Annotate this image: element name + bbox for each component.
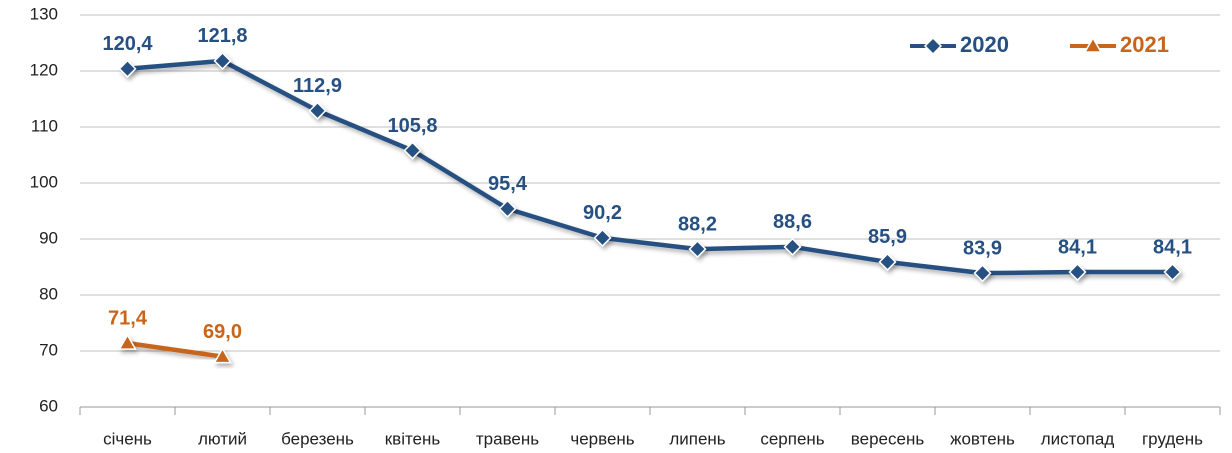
legend-marker xyxy=(1083,36,1103,53)
x-tick-label: лютий xyxy=(198,429,247,448)
data-label: 120,4 xyxy=(102,33,153,55)
y-tick-label: 70 xyxy=(39,340,58,359)
y-tick-label: 80 xyxy=(39,284,58,303)
x-tick-label: грудень xyxy=(1142,429,1203,448)
marker xyxy=(498,199,517,218)
x-tick-label: жовтень xyxy=(950,429,1015,448)
x-tick-label: травень xyxy=(476,429,539,448)
x-tick-label: липень xyxy=(669,429,725,448)
x-tick-label: вересень xyxy=(851,429,925,448)
x-tick-label: серпень xyxy=(760,429,824,448)
marker xyxy=(1163,262,1182,282)
legend-marker xyxy=(923,36,943,56)
y-tick-label: 90 xyxy=(39,228,58,247)
y-tick-label: 120 xyxy=(30,60,58,79)
marker xyxy=(923,36,943,56)
marker xyxy=(783,237,802,256)
marker xyxy=(403,141,422,160)
legend-label: 2020 xyxy=(960,32,1009,57)
data-label: 121,8 xyxy=(197,25,247,47)
data-label: 69,0 xyxy=(203,321,242,343)
markers xyxy=(118,333,232,364)
data-label: 90,2 xyxy=(583,202,622,224)
legend-label: 2021 xyxy=(1120,32,1169,57)
marker xyxy=(1083,36,1103,53)
series-line xyxy=(127,58,1173,276)
y-tick-label: 110 xyxy=(31,116,58,135)
marker xyxy=(878,252,897,272)
x-tick-label: квітень xyxy=(385,429,441,448)
marker xyxy=(213,347,232,364)
series-line xyxy=(127,340,223,359)
data-label: 83,9 xyxy=(963,237,1002,259)
marker xyxy=(1068,262,1087,282)
x-tick-label: червень xyxy=(570,429,634,448)
x-tick-label: березень xyxy=(281,429,354,448)
x-tick-label: листопад xyxy=(1041,429,1115,448)
data-label: 71,4 xyxy=(108,307,148,329)
marker xyxy=(118,59,137,78)
y-tick-label: 130 xyxy=(30,4,58,23)
y-tick-label: 60 xyxy=(39,396,58,415)
data-label: 85,9 xyxy=(868,226,907,248)
data-label: 95,4 xyxy=(488,173,528,195)
marker xyxy=(213,51,232,70)
marker xyxy=(593,228,612,247)
markers xyxy=(118,51,1182,283)
data-label: 112,9 xyxy=(293,75,342,97)
data-label: 88,6 xyxy=(773,211,812,233)
data-label: 84,1 xyxy=(1058,236,1097,258)
data-label: 84,1 xyxy=(1153,236,1192,258)
data-label: 105,8 xyxy=(387,115,437,137)
marker xyxy=(688,240,707,259)
x-tick-label: січень xyxy=(103,429,152,448)
marker xyxy=(118,333,137,350)
marker xyxy=(973,264,992,283)
marker xyxy=(308,101,327,120)
data-label: 88,2 xyxy=(678,213,717,235)
y-tick-label: 100 xyxy=(30,172,58,191)
